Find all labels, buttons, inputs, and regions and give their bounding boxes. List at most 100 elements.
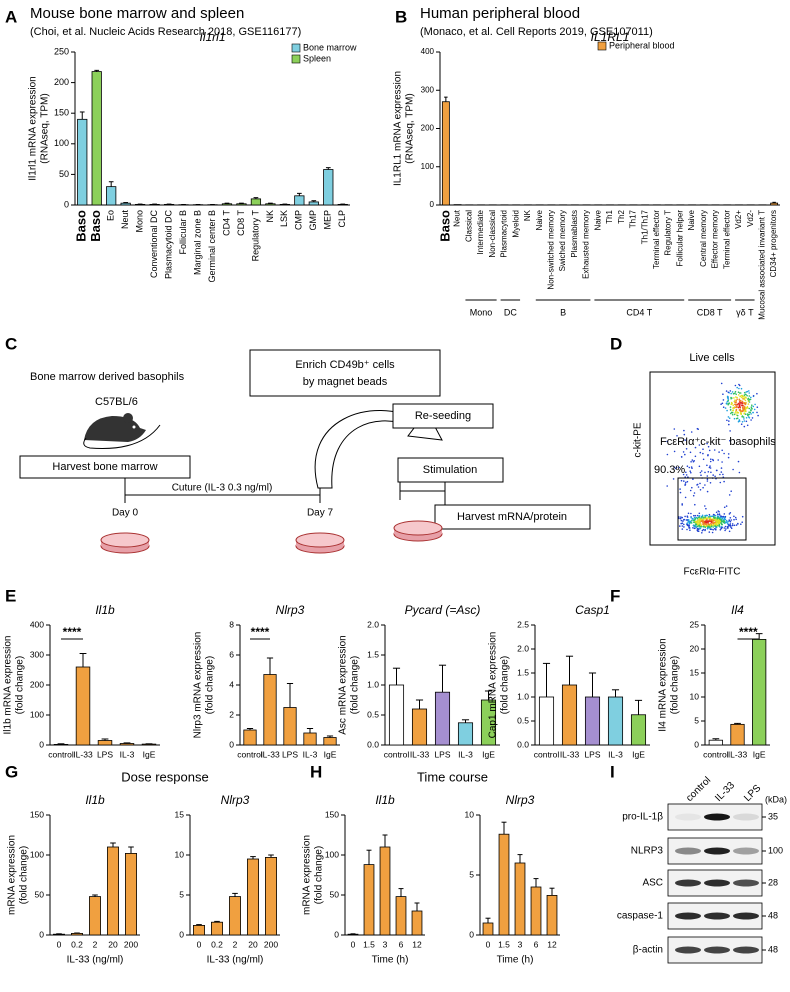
- x-tick-label: IL-3: [120, 749, 135, 759]
- flow-dot: [707, 454, 709, 456]
- flow-dot: [740, 400, 742, 402]
- x-tick-label: 1.5: [363, 939, 375, 949]
- y-tick-label: 0: [39, 739, 44, 749]
- x-tick-label: IgE: [753, 749, 766, 759]
- section-title: Time course: [417, 769, 488, 784]
- flow-dot: [715, 518, 717, 520]
- flow-dot: [751, 408, 753, 410]
- flow-dot: [719, 481, 722, 484]
- flow-dot: [712, 458, 714, 461]
- flow-dot: [696, 521, 699, 523]
- flow-dot: [712, 529, 714, 531]
- row-label: pro-IL-1β: [622, 812, 663, 823]
- flow-dot: [692, 494, 695, 497]
- y-tick-label: 200: [30, 679, 44, 689]
- flow-dot: [702, 448, 704, 451]
- x-tick-label: control: [48, 749, 74, 759]
- flow-dot: [723, 480, 725, 483]
- flow-dot: [709, 482, 712, 484]
- flow-dot: [725, 528, 727, 530]
- flow-dot: [685, 519, 688, 521]
- flow-dot: [752, 411, 754, 414]
- marker-label: 35: [768, 811, 778, 821]
- flow-dot: [736, 412, 738, 414]
- flow-dot: [689, 529, 691, 531]
- flow-dot: [701, 532, 703, 534]
- flow-dot: [683, 480, 685, 482]
- blot-band: [704, 813, 730, 821]
- y-tick-label: 300: [421, 85, 435, 94]
- panel-letter: G: [5, 762, 18, 781]
- y-tick-label: 6: [229, 649, 234, 659]
- flow-dot: [729, 520, 732, 523]
- flow-dot: [750, 406, 753, 408]
- flow-dot: [672, 478, 675, 480]
- flow-dot: [690, 516, 692, 519]
- flow-dot: [730, 490, 732, 493]
- flow-dot: [686, 522, 688, 524]
- flow-dot: [729, 390, 732, 392]
- y-tick-label: 0.5: [517, 715, 529, 725]
- flow-dot: [743, 406, 745, 409]
- flow-dot: [744, 413, 747, 416]
- x-tick-label: Regulatory T: [664, 210, 673, 256]
- bar: [514, 862, 526, 936]
- flow-dot: [709, 524, 712, 526]
- y-tick-label: 0: [694, 739, 699, 749]
- flow-dot: [730, 526, 732, 528]
- gate-label: FcεRIα⁺c-kit⁻ basophils: [660, 436, 776, 448]
- bar: [770, 202, 779, 206]
- chart-title: Il1b: [95, 603, 115, 617]
- flow-dot: [708, 531, 711, 533]
- flow-dot: [728, 417, 731, 420]
- flow-dot: [750, 396, 752, 399]
- blot-band: [675, 912, 701, 920]
- flow-dot: [738, 419, 741, 421]
- flow-dot: [679, 488, 681, 490]
- bar: [441, 101, 450, 206]
- x-tick-label: 2: [93, 939, 98, 949]
- flow-dot: [718, 517, 721, 520]
- flow-dot: [697, 519, 700, 521]
- flow-dot: [706, 442, 708, 445]
- flow-dot: [696, 527, 699, 530]
- column-label: LPS: [742, 783, 763, 804]
- flow-dot: [723, 522, 726, 524]
- bar: [265, 857, 277, 936]
- y-tick-label: 2.0: [367, 619, 379, 629]
- flow-dot: [741, 416, 743, 418]
- flow-dot: [706, 517, 708, 519]
- flow-dot: [724, 529, 726, 532]
- flow-dot: [733, 413, 736, 416]
- x-tick-label: IgE: [143, 749, 156, 759]
- flow-dot: [713, 528, 716, 530]
- y-tick-label: 5: [694, 715, 699, 725]
- flow-dot: [731, 413, 734, 416]
- flow-dot: [740, 387, 743, 390]
- bar: [363, 864, 375, 936]
- x-tick-label: Conventional DC: [149, 210, 159, 279]
- flow-dot: [704, 522, 707, 525]
- flow-dot: [666, 485, 668, 487]
- legend-swatch: [597, 41, 607, 51]
- x-tick-label: Non-switched memory: [546, 210, 555, 290]
- flow-dot: [694, 525, 697, 528]
- flow-dot: [707, 445, 710, 448]
- flow-dot: [691, 459, 694, 461]
- flow-dot: [717, 510, 719, 512]
- flow-dot: [725, 403, 728, 405]
- bar: [265, 203, 276, 206]
- x-tick-label: Baso: [437, 210, 452, 242]
- x-tick-label: IL-3: [608, 749, 623, 759]
- flow-dot: [673, 450, 676, 453]
- y-tick-label: 15: [175, 809, 185, 819]
- flow-dot: [732, 468, 734, 471]
- flow-dot: [681, 525, 684, 527]
- flow-dot: [690, 521, 692, 524]
- flow-dot: [699, 524, 702, 527]
- panel-letter: D: [610, 334, 622, 353]
- blot-band: [733, 946, 759, 954]
- y-axis-label: Asc mRNA expression: [338, 635, 349, 734]
- flow-dot: [730, 411, 733, 414]
- step-box: [434, 504, 591, 530]
